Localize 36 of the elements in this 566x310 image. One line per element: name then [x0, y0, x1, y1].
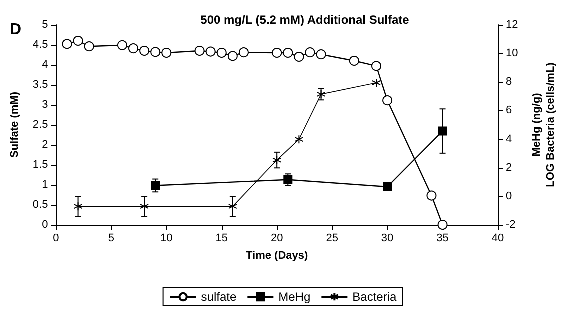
legend-label: MeHg	[278, 290, 311, 304]
y2-tick-label: 10	[506, 48, 518, 60]
y-tick-label: 5	[42, 19, 48, 31]
y2-tick-label: 0	[506, 190, 512, 202]
y2-axis-title: MeHg (ng/g) LOG Bacteria (cells/mL)	[531, 62, 557, 188]
y-tick-label: 4.5	[32, 39, 48, 51]
y2-tick-label: 2	[506, 162, 512, 174]
y-tick-label: 0.5	[32, 199, 48, 211]
y2-tick-label: 12	[506, 19, 518, 31]
x-tick-label: 5	[108, 232, 114, 244]
x-tick-label: 20	[270, 232, 284, 244]
x-tick-label: 35	[436, 232, 449, 244]
y-tick-label: 3.5	[32, 79, 48, 91]
chart-title: 500 mg/L (5.2 mM) Additional Sulfate	[200, 13, 410, 27]
text: D	[10, 22, 22, 38]
y-tick-label: 0	[42, 219, 48, 231]
x-tick-label: 40	[492, 232, 504, 244]
x-tick-label: 10	[160, 232, 173, 244]
y-tick-label: 1	[42, 179, 48, 191]
x-axis-title: Time (Days)	[246, 250, 309, 262]
x-tick-label: 25	[326, 232, 338, 244]
y-tick-label: 4	[42, 59, 48, 71]
y2-tick-label: -2	[506, 219, 516, 231]
x-tick-label: 15	[216, 232, 228, 244]
y-tick-label: 2.5	[32, 119, 48, 131]
y2-tick-label: 8	[506, 76, 512, 88]
y-tick-label: 3	[42, 99, 48, 111]
legend-label: sulfate	[201, 290, 237, 304]
legend-label: Bacteria	[352, 290, 398, 304]
x-tick-label: 30	[381, 232, 394, 244]
x-tick-label: 0	[53, 232, 60, 244]
y2-tick-label: 4	[506, 133, 512, 146]
y2-tick-label: 6	[506, 104, 512, 117]
y-axis-title: Sulfate (mM)	[9, 92, 21, 158]
y-tick-label: 1.5	[32, 159, 48, 171]
y-tick-label: 2	[42, 139, 48, 151]
